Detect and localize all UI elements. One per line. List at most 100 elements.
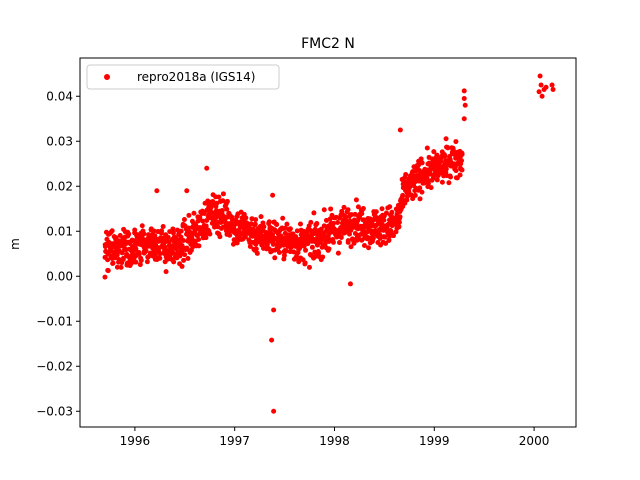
data-point [207,231,213,237]
data-point [403,172,409,178]
data-point [287,226,293,232]
x-tick-label: 1999 [419,434,450,448]
data-point [247,244,253,250]
data-point [443,166,449,172]
data-point [133,246,139,252]
data-point [389,209,395,215]
data-point [178,228,184,234]
data-point [303,247,309,253]
data-point [347,281,353,287]
data-point [442,153,448,159]
data-point [159,228,165,234]
data-point [462,102,468,108]
data-point [396,219,402,225]
data-point [321,207,327,213]
data-point [208,205,214,210]
data-point [338,234,344,240]
data-point [296,259,302,265]
data-point [171,259,177,265]
data-point [293,234,299,240]
data-point [419,160,425,166]
data-point [141,231,147,237]
data-point [412,178,418,184]
data-point [274,221,280,227]
data-point [136,251,142,257]
data-point [157,251,163,257]
data-point [330,220,336,226]
chart-title: FMC2 N [301,36,355,52]
data-point [302,260,308,266]
data-point [171,250,177,256]
data-point [450,147,456,153]
data-point [404,193,410,199]
data-point [306,264,312,270]
data-point [424,145,430,151]
data-point [549,82,555,88]
data-point [114,264,120,270]
data-point [283,248,289,254]
data-point [204,165,210,171]
data-point [370,235,376,241]
data-point [102,274,108,280]
data-point [335,250,341,256]
data-point [280,215,286,221]
data-point [412,192,418,198]
data-point [170,226,176,232]
data-point [160,223,166,229]
data-point [178,234,184,240]
data-point [191,210,197,216]
data-point [204,217,210,223]
data-point [266,219,272,225]
legend-label: repro2018a (IGS14) [137,70,255,84]
data-point [397,127,403,133]
data-point [373,209,379,215]
data-point [216,194,222,200]
data-point [459,158,465,164]
data-point [203,235,209,241]
data-point [461,96,467,101]
y-tick-label: −0.01 [36,314,73,328]
data-point [453,139,459,145]
data-point [137,262,143,268]
data-point [321,223,327,229]
data-point [355,204,361,210]
data-point [271,408,277,414]
data-point [439,179,445,185]
data-point [461,116,467,122]
data-point [550,87,556,92]
data-point [312,253,318,259]
data-point [271,307,277,313]
data-point [328,206,334,212]
x-tick-label: 1998 [319,434,350,448]
y-tick-label: 0.03 [46,134,73,148]
y-tick-label: −0.02 [36,359,73,373]
data-point [406,188,412,194]
data-point [217,234,223,240]
data-point [132,227,138,233]
data-point [335,220,341,226]
data-point [272,255,278,261]
data-point [252,221,258,227]
data-point [242,234,248,240]
data-point [124,251,130,257]
data-point [196,236,202,242]
data-point [118,264,124,270]
data-point [220,198,226,204]
data-point [417,185,423,191]
data-point [431,149,437,155]
x-axis: 1996 1997 1998 1999 2000 [120,427,550,448]
y-axis: −0.03 −0.02 −0.01 0.00 0.01 0.02 0.03 0.04 [36,89,80,418]
data-point [457,172,463,178]
data-point [105,257,111,263]
data-point [337,240,343,246]
data-point [284,221,290,227]
y-tick-label: 0.04 [46,89,73,103]
data-point [314,221,320,227]
data-point [276,249,282,255]
data-point [341,204,347,210]
data-point [390,233,396,239]
x-tick-label: 2000 [519,434,550,448]
data-point [446,180,452,186]
plot-frame [79,57,577,428]
